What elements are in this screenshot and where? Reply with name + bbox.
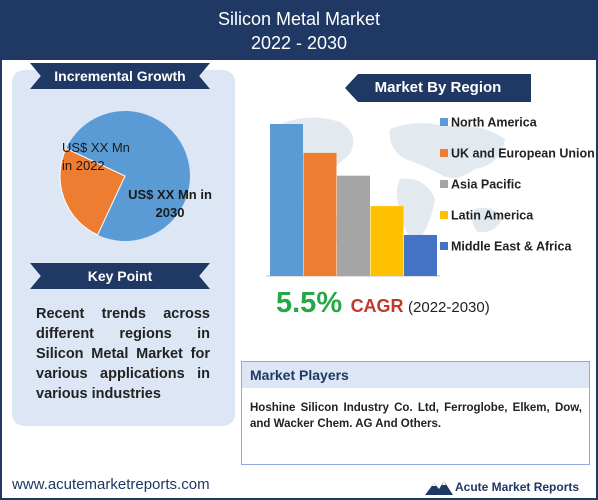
cagr-label: CAGR [350, 296, 404, 316]
pie-slice-2022 [59, 147, 126, 236]
legend-swatch [440, 180, 448, 188]
company-logo: Acute Market Reports [425, 478, 579, 496]
pie-label-2030: US$ XX Mn in 2030 [128, 187, 212, 220]
bar-north-america [270, 124, 303, 276]
bar-uk-and-european-union [303, 152, 337, 276]
incremental-growth-heading: Incremental Growth [30, 63, 210, 89]
market-by-region-bar-chart: North America UK and European Union Asia P… [266, 116, 595, 277]
page-title: Silicon Metal Market [217, 9, 381, 29]
legend-swatch [440, 149, 448, 157]
key-point-heading: Key Point [30, 263, 210, 289]
legend-label: North America [451, 116, 538, 130]
incremental-growth-pie-chart [59, 111, 190, 241]
bar-series [270, 124, 437, 276]
market-by-region-heading: Market By Region [345, 74, 531, 102]
bar-latin-america [370, 206, 404, 276]
cagr-value: 5.5% [276, 287, 343, 319]
bar-middle-east-africa [404, 234, 437, 276]
market-players-box: Market Players Hoshine Silicon Industry … [241, 361, 590, 465]
legend-swatch [440, 211, 448, 219]
cagr-stat: 5.5% CAGR (2022-2030) [276, 287, 490, 320]
cagr-period: (2022-2030) [408, 299, 490, 316]
legend-swatch [440, 118, 448, 126]
legend-label: Asia Pacific [451, 178, 521, 192]
pie-label-2022: US$ XX Mn in 2022 [62, 140, 130, 173]
legend-swatch [440, 242, 448, 250]
logo-text: Acute Market Reports [455, 480, 580, 494]
website-link[interactable]: www.acutemarketreports.com [12, 476, 210, 493]
market-players-text: Hoshine Silicon Industry Co. Ltd, Ferrog… [250, 402, 582, 430]
header-banner: Silicon Metal Market 2022 - 2030 [2, 2, 596, 60]
market-players-header [242, 362, 589, 388]
legend-label: Latin America [451, 209, 534, 223]
chart-legend: North America UK and European Union Asia P… [440, 116, 595, 254]
key-point-text: Recent trends across different regions i… [36, 306, 210, 402]
legend-label: UK and European Union [451, 147, 595, 161]
market-players-heading: Market Players [250, 367, 349, 383]
pie-slice-2030 [66, 111, 190, 241]
bar-asia-pacific [337, 175, 370, 276]
mountain-logo-icon [425, 481, 453, 495]
page-period: 2022 - 2030 [250, 33, 348, 53]
legend-label: Middle East & Africa [451, 240, 572, 254]
